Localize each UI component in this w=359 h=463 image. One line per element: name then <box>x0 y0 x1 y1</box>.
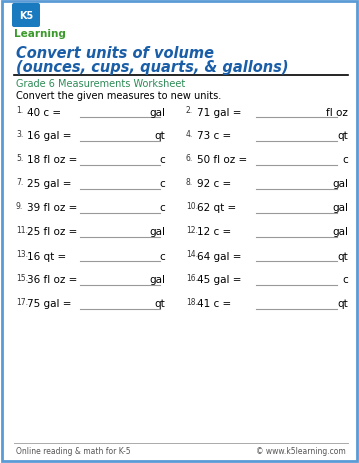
Text: c: c <box>159 155 165 165</box>
Text: gal: gal <box>149 227 165 237</box>
Text: K5: K5 <box>19 11 33 21</box>
Text: 18 fl oz =: 18 fl oz = <box>27 155 78 165</box>
Text: 16 gal =: 16 gal = <box>27 131 71 141</box>
Text: Online reading & math for K-5: Online reading & math for K-5 <box>16 446 131 455</box>
Text: 9.: 9. <box>16 201 23 211</box>
Text: 10.: 10. <box>186 201 198 211</box>
Text: 45 gal =: 45 gal = <box>197 275 242 285</box>
Text: 2.: 2. <box>186 106 193 115</box>
Text: Grade 6 Measurements Worksheet: Grade 6 Measurements Worksheet <box>16 79 185 89</box>
Text: c: c <box>159 179 165 189</box>
Text: © www.k5learning.com: © www.k5learning.com <box>256 446 346 455</box>
Text: 25 gal =: 25 gal = <box>27 179 71 189</box>
Text: 36 fl oz =: 36 fl oz = <box>27 275 78 285</box>
Text: 8.: 8. <box>186 178 193 187</box>
Text: gal: gal <box>332 227 348 237</box>
Text: 12.: 12. <box>186 225 198 234</box>
Text: Learning: Learning <box>14 29 66 39</box>
Text: 41 c =: 41 c = <box>197 299 231 309</box>
Text: 18.: 18. <box>186 297 198 307</box>
Text: Convert units of volume: Convert units of volume <box>16 46 214 61</box>
Text: gal: gal <box>332 203 348 213</box>
Text: 5.: 5. <box>16 154 23 163</box>
Text: (ounces, cups, quarts, & gallons): (ounces, cups, quarts, & gallons) <box>16 60 289 75</box>
Text: 4.: 4. <box>186 130 193 139</box>
Text: 15.: 15. <box>16 274 28 282</box>
Text: qt: qt <box>337 131 348 141</box>
Text: fl oz: fl oz <box>326 107 348 117</box>
Text: qt: qt <box>337 299 348 309</box>
Text: c: c <box>159 251 165 261</box>
Text: 40 c =: 40 c = <box>27 107 61 117</box>
Text: 50 fl oz =: 50 fl oz = <box>197 155 247 165</box>
Text: 62 qt =: 62 qt = <box>197 203 236 213</box>
FancyBboxPatch shape <box>12 4 40 28</box>
Text: gal: gal <box>149 275 165 285</box>
Text: 73 c =: 73 c = <box>197 131 231 141</box>
Text: gal: gal <box>149 107 165 117</box>
Text: c: c <box>342 155 348 165</box>
Text: 16 qt =: 16 qt = <box>27 251 66 261</box>
Text: 12 c =: 12 c = <box>197 227 231 237</box>
Text: 1.: 1. <box>16 106 23 115</box>
Text: 17.: 17. <box>16 297 28 307</box>
Text: qt: qt <box>154 299 165 309</box>
Text: 25 fl oz =: 25 fl oz = <box>27 227 78 237</box>
Text: Convert the given measures to new units.: Convert the given measures to new units. <box>16 91 221 101</box>
Text: 39 fl oz =: 39 fl oz = <box>27 203 78 213</box>
Text: qt: qt <box>154 131 165 141</box>
Text: 92 c =: 92 c = <box>197 179 231 189</box>
Text: c: c <box>159 203 165 213</box>
Text: 3.: 3. <box>16 130 23 139</box>
Text: 13.: 13. <box>16 250 28 258</box>
Text: 11.: 11. <box>16 225 28 234</box>
Text: 16.: 16. <box>186 274 198 282</box>
Text: 64 gal =: 64 gal = <box>197 251 242 261</box>
Text: 75 gal =: 75 gal = <box>27 299 71 309</box>
Text: 14.: 14. <box>186 250 198 258</box>
Text: gal: gal <box>332 179 348 189</box>
Text: qt: qt <box>337 251 348 261</box>
Text: 6.: 6. <box>186 154 193 163</box>
Text: 7.: 7. <box>16 178 23 187</box>
Text: 71 gal =: 71 gal = <box>197 107 242 117</box>
Text: c: c <box>342 275 348 285</box>
